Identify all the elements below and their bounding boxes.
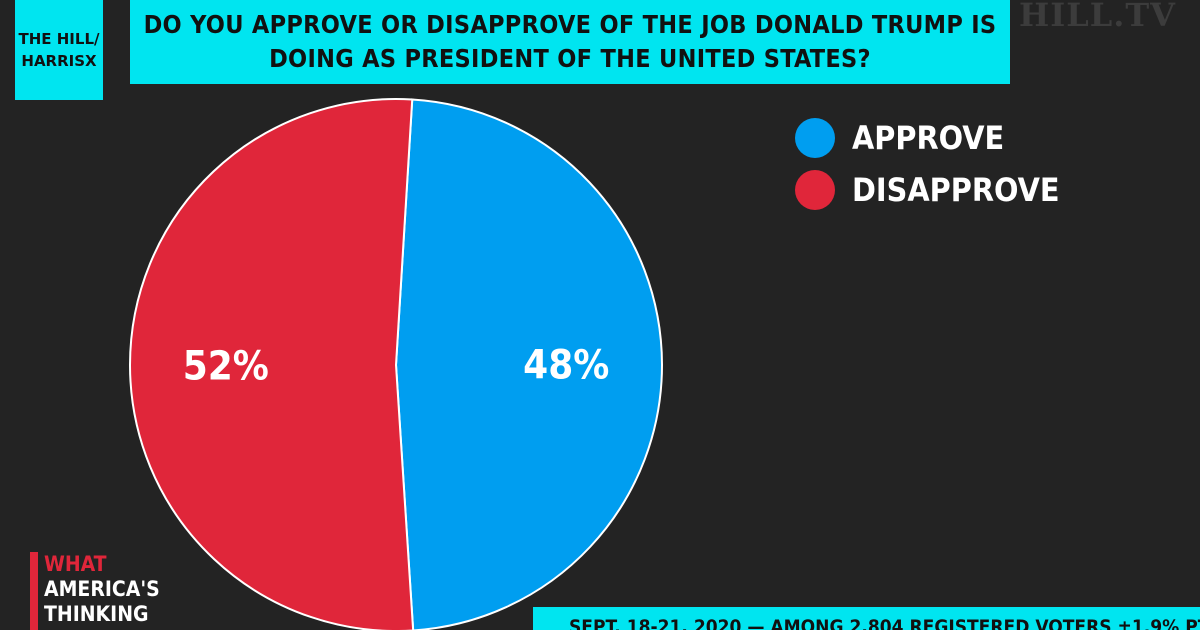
disapprove-swatch (795, 170, 835, 210)
legend-label-approve: APPROVE (852, 119, 1005, 157)
approve-swatch (795, 118, 835, 158)
pie-slice-approve (394, 98, 664, 630)
logo-line-3: THINKING (44, 602, 149, 626)
source-badge: THE HILL/ HARRISX (15, 0, 103, 100)
logo-line-1: WHAT (44, 552, 107, 576)
what-americas-thinking-logo: WHAT AMERICA'S THINKING (30, 552, 189, 630)
pie-slice-disapprove (129, 98, 415, 630)
pie-label-disapprove: 52% (183, 343, 269, 389)
legend-label-disapprove: DISAPPROVE (852, 171, 1060, 209)
legend: APPROVE DISAPPROVE (795, 112, 1060, 216)
hilltv-logo: HILL.TV (1019, 0, 1176, 34)
survey-footnote: SEPT. 18-21, 2020 — AMONG 2,804 REGISTER… (533, 607, 1200, 630)
source-line-1: THE HILL/ (18, 30, 100, 48)
title-line-2: DOING AS PRESIDENT OF THE UNITED STATES? (269, 44, 871, 73)
pie-label-approve: 48% (523, 343, 609, 389)
legend-item-disapprove: DISAPPROVE (795, 164, 1060, 216)
chart-title: DO YOU APPROVE OR DISAPPROVE OF THE JOB … (130, 0, 1010, 84)
title-line-1: DO YOU APPROVE OR DISAPPROVE OF THE JOB … (143, 10, 997, 39)
legend-item-approve: APPROVE (795, 112, 1060, 164)
logo-line-2: AMERICA'S (44, 577, 160, 601)
source-line-2: HARRISX (21, 52, 97, 70)
